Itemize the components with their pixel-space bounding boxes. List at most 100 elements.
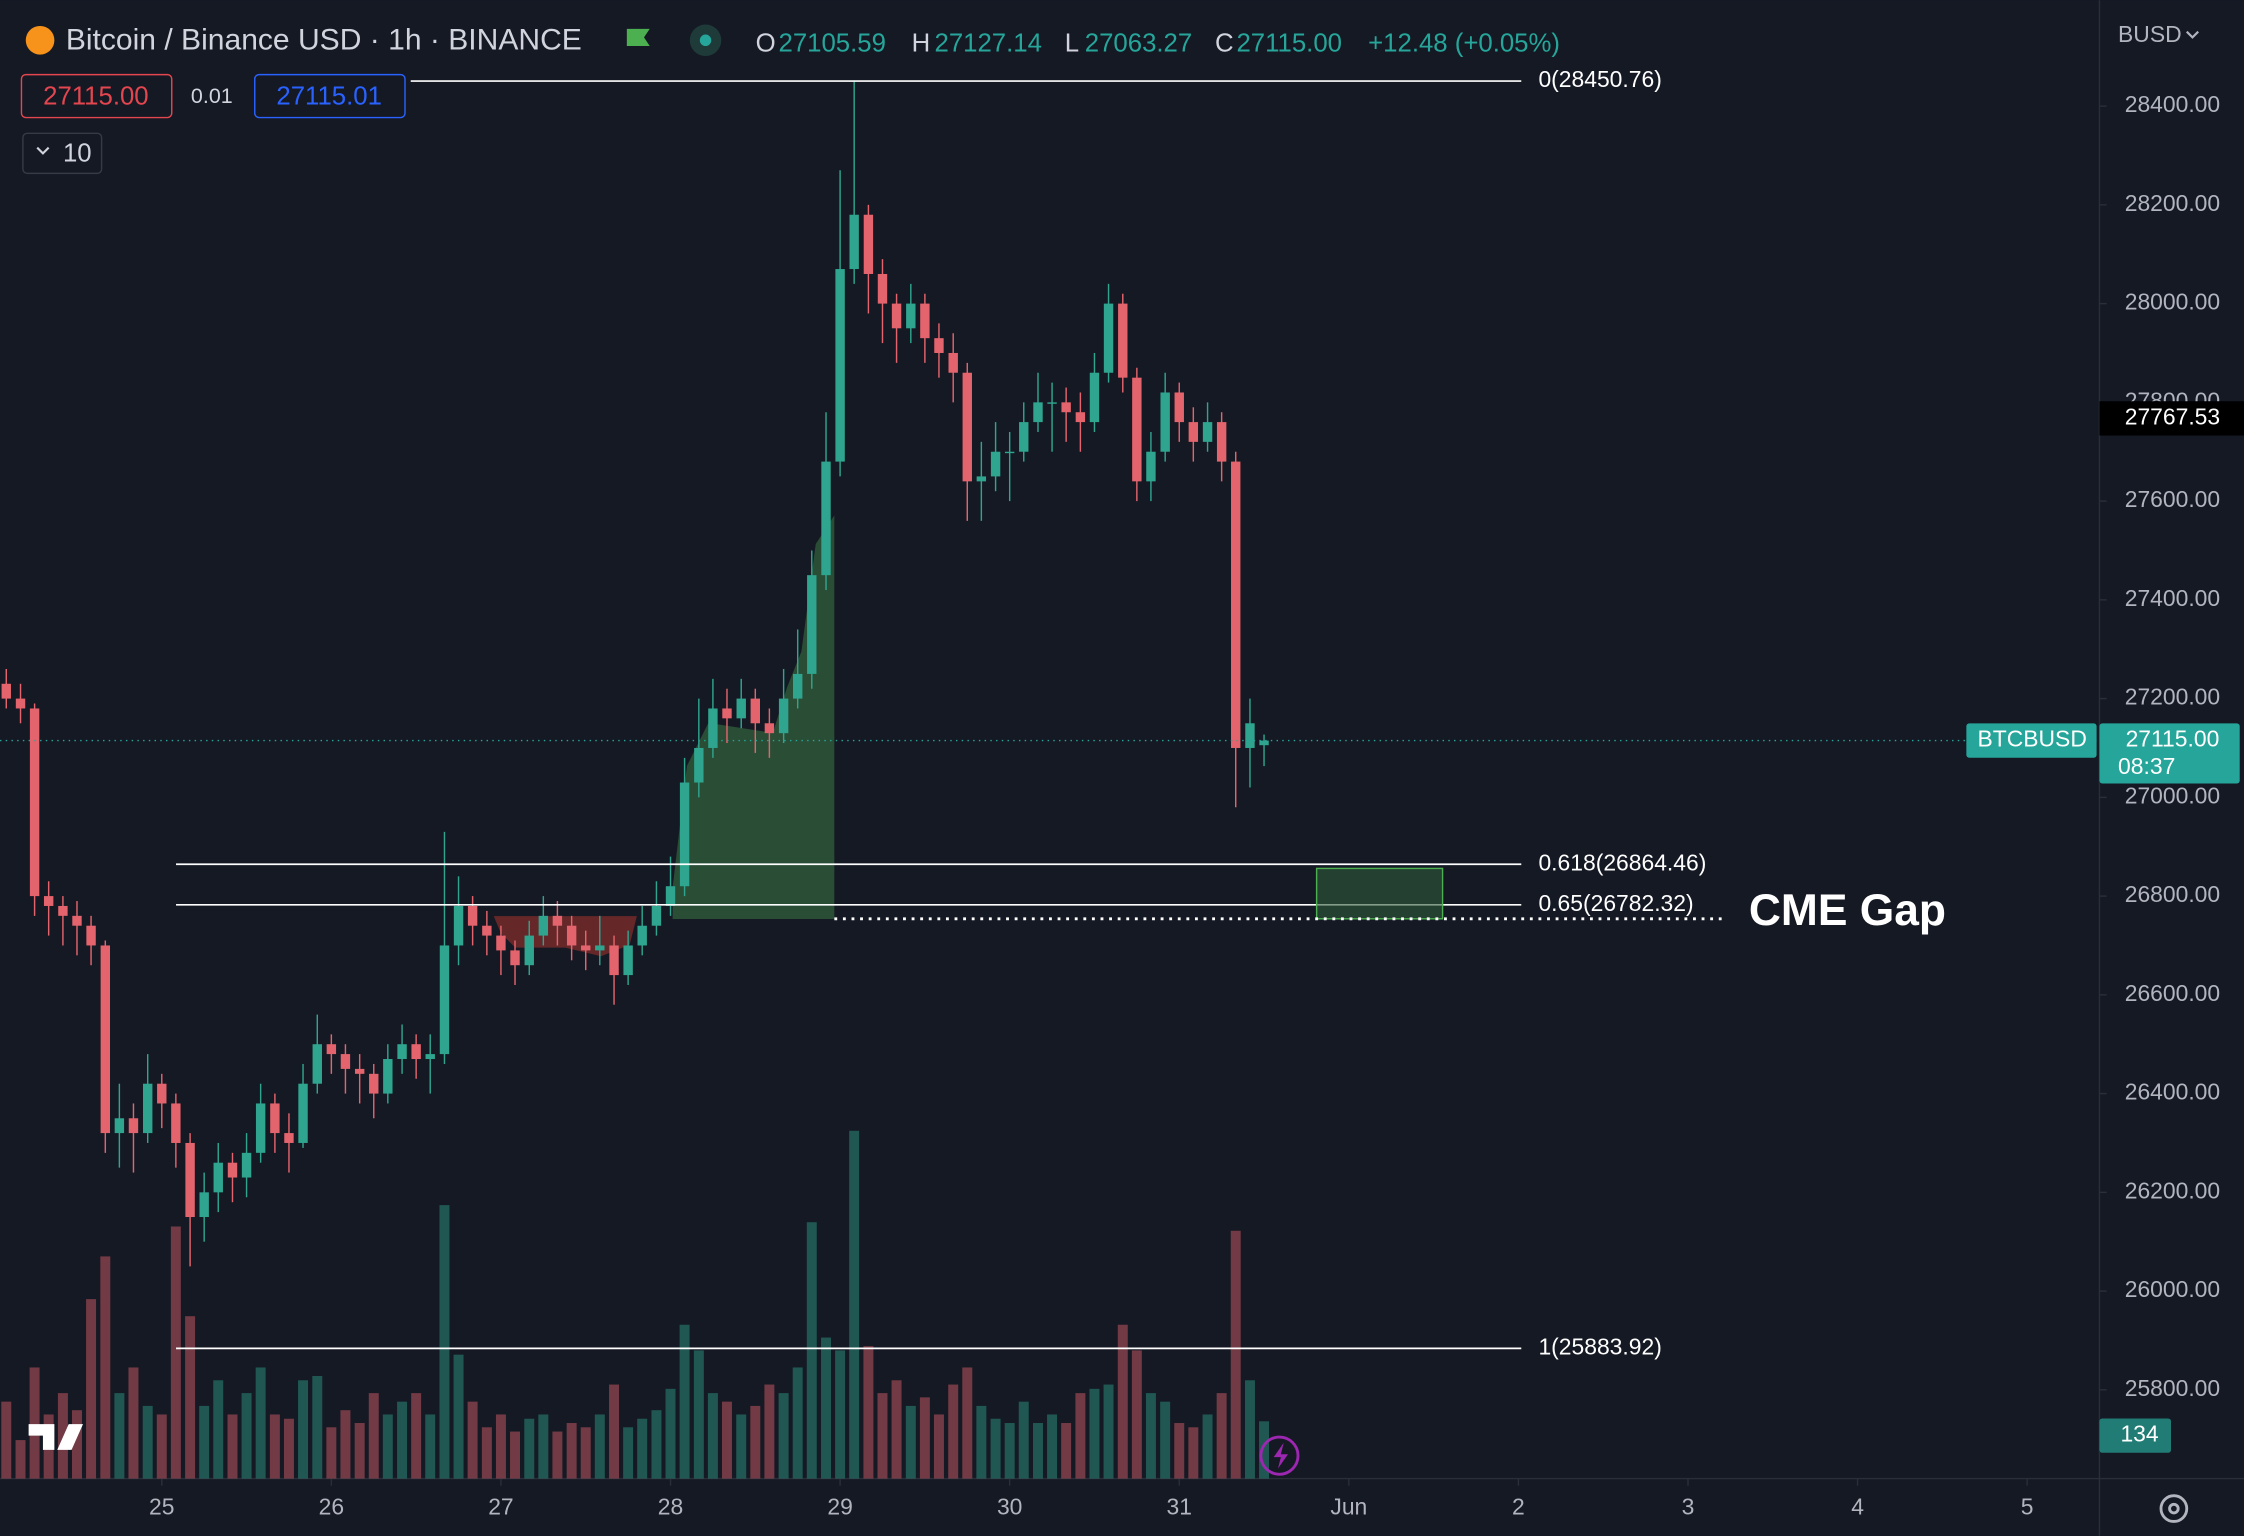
quantity[interactable]: 10 [63,140,92,168]
buy-button[interactable] [254,73,406,119]
volume-bar [57,1393,68,1479]
volume-bar [948,1384,959,1479]
volume-bar [156,1414,167,1479]
candle-body [100,945,111,1134]
volume-bar [354,1423,365,1479]
y-tick-label: 28000.00 [2125,289,2220,315]
volume-bar [566,1423,577,1479]
candle-body [467,905,478,926]
candle-body [1146,451,1156,482]
volume-bar [397,1401,408,1479]
y-tick-label: 27600.00 [2125,486,2220,512]
symbol-tag-bg [1966,723,2097,758]
volume-bar [481,1427,492,1479]
volume-tag: 134 [2120,1421,2158,1447]
crosshair-tag-bg [2099,401,2244,436]
y-tick-label: 28200.00 [2125,190,2220,216]
y-tick-label: 26600.00 [2125,980,2220,1006]
candle-body [439,945,450,1055]
volume-bar [439,1205,450,1479]
x-tick-label: Jun [1330,1494,1367,1520]
candle-body [213,1162,223,1193]
volume-bar [298,1380,309,1479]
candle-body [1132,377,1142,482]
candle-body [1103,303,1114,373]
volume-bar [1018,1401,1029,1479]
fib-label: 0.618(26864.46) [1538,849,1706,875]
volume-bar [213,1380,224,1479]
volume-bar [368,1393,379,1479]
volume-bar [905,1405,916,1479]
candle-body [143,1083,153,1134]
volume-bar [1230,1230,1241,1479]
symbol-title[interactable]: Bitcoin / Binance USD · 1h · BINANCE [66,24,582,57]
fib-label: 0.65(26782.32) [1538,890,1693,916]
currency[interactable]: BUSD [2118,21,2182,47]
ohlc-value: 27105.59 [779,29,886,57]
volume-bar [185,1316,196,1479]
volume-bar [241,1393,252,1479]
volume-bar [1061,1423,1072,1479]
volume-bar [933,1414,944,1479]
candle-body [397,1044,407,1060]
sell-button[interactable] [20,73,173,119]
candle-body [185,1142,195,1218]
candle-body [340,1054,351,1069]
sell-price[interactable]: 27115.00 [43,82,149,110]
buy-price[interactable]: 27115.01 [276,82,382,110]
candle-body [72,915,82,926]
y-tick-label: 26400.00 [2125,1079,2220,1105]
cme-gap-label: CME Gap [1749,886,1946,935]
chevron[interactable] [36,146,50,155]
candle-body [425,1054,435,1060]
candle-body [1160,392,1170,452]
chevron[interactable] [2185,30,2199,39]
x-tick-label: 3 [1682,1494,1695,1520]
ohlc-label: O [756,29,776,57]
logo[interactable] [28,1424,84,1450]
volume-bar [1145,1393,1156,1479]
volume-bar [510,1431,520,1479]
candle-body [1259,740,1269,746]
flag-icon[interactable] [626,28,650,46]
candle-body [199,1192,209,1218]
volume-bar [1047,1414,1058,1479]
price-tag: 27115.00 [2126,726,2220,752]
volume-bar [114,1393,125,1479]
lightning-icon[interactable] [1259,1435,1300,1476]
candle-body [284,1133,294,1143]
candle-body [792,673,803,699]
volume-bar [382,1414,393,1479]
settings-icon[interactable] [2168,1502,2180,1515]
symbol-tag: BTCBUSD [1978,726,2087,752]
volume-bar [524,1418,535,1479]
volume-bar [1004,1423,1015,1479]
volume-bar [609,1384,620,1479]
candle-body [43,896,54,906]
volume-bar [199,1405,210,1479]
candle-body [128,1118,139,1134]
volume-bar [721,1401,732,1479]
volume-bar [227,1414,238,1479]
volume-bar [538,1414,549,1479]
candle-body [1061,402,1071,413]
volume-bar [594,1414,605,1479]
candle-body [708,708,718,748]
candle-body [679,782,690,887]
volume-bar [1202,1414,1213,1479]
candle-body [369,1073,379,1094]
y-tick-label: 27400.00 [2125,585,2220,611]
lightning-bolt[interactable] [1273,1442,1289,1469]
volume-bar [976,1405,987,1479]
settings-icon[interactable] [2159,1494,2189,1523]
candle-body [157,1083,167,1104]
candle-body [326,1044,337,1055]
volume-bar [849,1130,860,1479]
x-tick-label: 2 [1512,1494,1525,1520]
volume-bar [707,1393,718,1479]
volume-bar [679,1324,690,1479]
candle-body [270,1103,280,1134]
candle-body [1202,422,1213,442]
quantity-box[interactable] [22,132,103,175]
